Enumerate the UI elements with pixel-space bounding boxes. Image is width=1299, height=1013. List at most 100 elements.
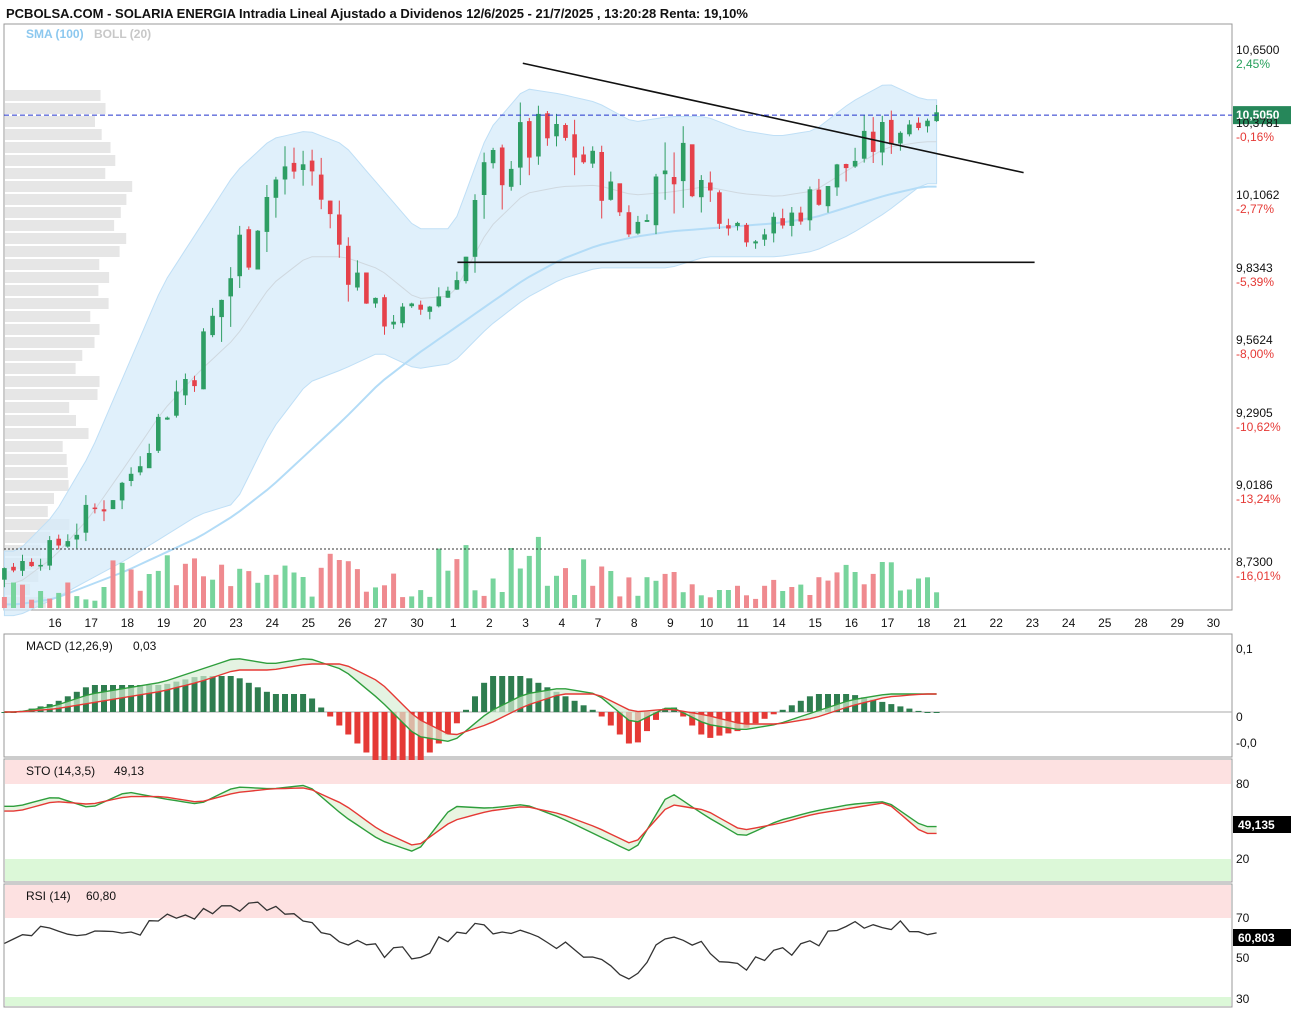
- date-tick-label: 4: [558, 616, 565, 630]
- volume-bar: [879, 562, 885, 608]
- candle-body: [907, 124, 912, 135]
- candle-body: [753, 241, 758, 244]
- profile-bar: [5, 285, 99, 296]
- volume-bar: [373, 587, 378, 608]
- volume-bar: [137, 590, 143, 608]
- profile-bar: [5, 220, 115, 231]
- macd-panel: 0,1 0 -0,0: [1, 642, 1257, 766]
- candle-body: [490, 150, 496, 164]
- volume-bar: [735, 585, 740, 608]
- macd-histogram-bar: [245, 682, 252, 713]
- rsi-oversold-zone: [5, 997, 1231, 1006]
- profile-bar: [5, 155, 116, 166]
- macd-histogram-bar: [797, 700, 804, 713]
- macd-histogram-bar: [336, 712, 343, 726]
- date-tick-label: 3: [522, 616, 529, 630]
- candle-body: [201, 331, 206, 390]
- profile-bar: [5, 116, 95, 127]
- rsi-tick-label: 70: [1236, 911, 1250, 925]
- macd-histogram-bar: [191, 677, 198, 712]
- candle-body: [38, 564, 43, 567]
- macd-histogram-bar: [634, 712, 641, 743]
- macd-histogram-bar: [571, 700, 578, 713]
- volume-bar: [599, 566, 605, 608]
- candle-body: [599, 152, 604, 201]
- candle-body: [183, 379, 188, 396]
- macd-tick-label: -0,0: [1236, 736, 1257, 750]
- rsi-line: [4, 901, 937, 980]
- volume-bar: [725, 590, 731, 608]
- volume-bar: [843, 564, 849, 608]
- volume-bar: [535, 536, 541, 608]
- price-tick-pct: -10,62%: [1236, 420, 1281, 434]
- volume-bar: [119, 562, 125, 608]
- volume-bar: [101, 587, 107, 608]
- volume-bar: [400, 597, 406, 608]
- candle-body: [291, 162, 297, 172]
- macd-histogram-bar: [644, 712, 650, 732]
- macd-histogram-bar: [580, 705, 587, 713]
- volume-bar: [273, 574, 279, 608]
- sto-oversold-zone: [5, 859, 1231, 881]
- price-tick-pct: -13,24%: [1236, 492, 1281, 506]
- date-tick-label: 22: [990, 616, 1004, 630]
- volume-bar: [897, 590, 903, 608]
- date-tick-label: 7: [595, 616, 602, 630]
- date-tick-label: 23: [229, 616, 243, 630]
- price-tick-label: 10,3781: [1236, 116, 1280, 130]
- macd-histogram-bar: [291, 694, 297, 712]
- rsi-last-badge: [1233, 929, 1291, 946]
- profile-bar: [5, 259, 100, 270]
- profile-bar: [5, 168, 106, 179]
- volume-bar: [436, 548, 442, 608]
- price-tick-pct: -5,39%: [1236, 275, 1274, 289]
- macd-histogram-bar: [282, 694, 288, 712]
- macd-histogram-bar: [761, 712, 768, 719]
- candle-body: [608, 181, 614, 200]
- macd-histogram-bar: [680, 712, 687, 717]
- volume-bar: [354, 569, 360, 608]
- volume-bar: [716, 590, 722, 608]
- macd-fill: [4, 658, 937, 742]
- date-tick-label: 14: [772, 616, 786, 630]
- macd-tick-label: 0,1: [1236, 642, 1253, 656]
- macd-histogram-bar: [128, 685, 135, 712]
- macd-histogram-bar: [399, 712, 406, 766]
- volume-bar: [816, 577, 822, 608]
- macd-histogram-bar: [788, 705, 795, 713]
- date-tick-label: 29: [1171, 616, 1185, 630]
- volume-bar: [508, 548, 514, 608]
- macd-histogram-bar: [933, 712, 940, 713]
- candle-body: [590, 150, 595, 164]
- rsi-overbought-zone: [5, 885, 1231, 918]
- candle-body: [789, 212, 795, 226]
- volume-bar: [418, 590, 424, 608]
- volume-bar: [744, 595, 749, 608]
- macd-histogram-bar: [236, 678, 243, 713]
- candle-body: [2, 568, 7, 580]
- candle-body: [771, 216, 776, 234]
- macd-histogram-bar: [625, 712, 632, 744]
- volume-bar: [861, 584, 867, 608]
- candle-body: [246, 229, 252, 268]
- macd-histogram-bar: [770, 712, 777, 715]
- volume-bar: [92, 600, 98, 608]
- macd-histogram-bar: [698, 712, 705, 735]
- candle-body: [870, 131, 876, 152]
- rsi-last-value: 60,803: [1238, 931, 1275, 945]
- date-tick-label: 17: [85, 616, 99, 630]
- volume-bar: [219, 564, 225, 608]
- volume-bar: [906, 589, 912, 608]
- profile-bar: [5, 389, 98, 400]
- macd-histogram-bar: [734, 712, 741, 732]
- macd-histogram-bar: [490, 676, 497, 712]
- macd-histogram-bar: [381, 712, 388, 766]
- volume-bar: [780, 591, 786, 608]
- candle-body: [445, 290, 451, 298]
- candle-body: [807, 189, 813, 221]
- macd-histogram-bar: [924, 712, 931, 713]
- macd-histogram-bar: [463, 709, 469, 713]
- volume-bar: [210, 579, 216, 608]
- candle-body: [889, 119, 894, 145]
